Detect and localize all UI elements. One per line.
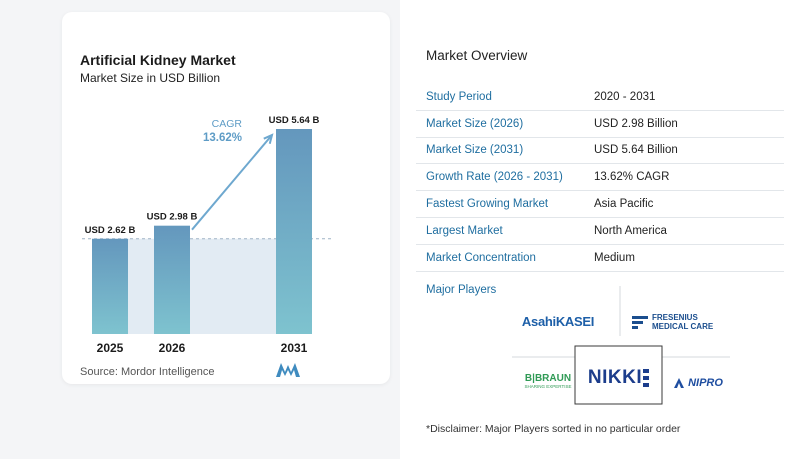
x-tick-label-2025: 2025 bbox=[97, 341, 124, 355]
table-row: Market Size (2031) USD 5.64 Billion bbox=[416, 138, 784, 165]
chart-title: Artificial Kidney Market bbox=[80, 52, 236, 68]
mordor-logo-icon bbox=[276, 363, 300, 377]
chart-card: USD 2.62 B 2025 USD 2.98 B 2026 USD 5.64 B 20… bbox=[62, 12, 390, 384]
table-row: Largest Market North America bbox=[416, 218, 784, 245]
fresenius-mark-icon bbox=[632, 316, 648, 329]
overview-title: Market Overview bbox=[426, 48, 528, 63]
baseline-band bbox=[92, 238, 312, 334]
x-tick-label-2026: 2026 bbox=[159, 341, 186, 355]
bar-chart: USD 2.62 B 2025 USD 2.98 B 2026 USD 5.64 B 20… bbox=[82, 115, 334, 355]
disclaimer-text: *Disclaimer: Major Players sorted in no … bbox=[426, 423, 681, 435]
table-row: Study Period 2020 - 2031 bbox=[416, 84, 784, 111]
bbraun-logo-text: B|BRAUN bbox=[524, 373, 572, 384]
nikkiso-logo: NIKKI bbox=[578, 360, 659, 396]
asahi-logo-text: Asahi bbox=[521, 313, 556, 329]
x-tick-label-2031: 2031 bbox=[281, 341, 308, 355]
row-value: USD 5.64 Billion bbox=[594, 144, 678, 157]
cagr-label: CAGR bbox=[212, 118, 243, 130]
table-row: Fastest Growing Market Asia Pacific bbox=[416, 191, 784, 218]
data-label-2026: USD 2.98 B bbox=[147, 212, 198, 223]
row-label: Market Concentration bbox=[426, 251, 536, 264]
fresenius-logo: FRESENIUS MEDICAL CARE bbox=[632, 310, 732, 334]
nikkiso-logo-text: NIKKI bbox=[587, 367, 643, 388]
table-row: Growth Rate (2026 - 2031) 13.62% CAGR bbox=[416, 164, 784, 192]
bbraun-logo: B|BRAUN SHARING EXPERTISE bbox=[516, 368, 580, 394]
nipro-logo: NIPRO bbox=[668, 372, 728, 394]
nikkiso-mark-icon bbox=[643, 369, 650, 387]
row-label: Growth Rate (2026 - 2031) bbox=[426, 171, 563, 184]
data-label-2025: USD 2.62 B bbox=[85, 225, 136, 236]
row-label: Largest Market bbox=[426, 224, 503, 237]
row-label: Study Period bbox=[426, 90, 492, 103]
bar-2031 bbox=[276, 129, 312, 334]
nipro-logo-text: NIPRO bbox=[688, 377, 723, 389]
row-label: Fastest Growing Market bbox=[426, 198, 549, 211]
asahi-kasei-logo: Asahi KASEI bbox=[512, 310, 604, 332]
nipro-mark-icon bbox=[674, 378, 685, 388]
fresenius-logo-text: FRESENIUS bbox=[652, 313, 698, 322]
players-divider-lines bbox=[512, 286, 730, 405]
bbraun-tagline-text: SHARING EXPERTISE bbox=[524, 384, 572, 389]
row-value: Asia Pacific bbox=[594, 198, 654, 211]
bar-2026 bbox=[154, 225, 190, 334]
chart-subtitle: Market Size in USD Billion bbox=[80, 71, 221, 85]
row-value: 2020 - 2031 bbox=[594, 90, 656, 103]
cagr-arrow-line bbox=[191, 134, 273, 231]
major-players-label: Major Players bbox=[426, 284, 497, 296]
row-value: 13.62% CAGR bbox=[594, 171, 670, 184]
table-row: Market Size (2026) USD 2.98 Billion bbox=[416, 111, 784, 138]
bar-2025 bbox=[92, 238, 128, 334]
data-label-2031: USD 5.64 B bbox=[269, 115, 320, 126]
market-overview-panel: Market Overview Study Period 2020 - 2031 … bbox=[400, 0, 800, 459]
cagr-arrow-head bbox=[263, 133, 274, 144]
row-value: North America bbox=[594, 224, 667, 237]
row-label: Market Size (2026) bbox=[426, 117, 524, 130]
source-text: Source: Mordor Intelligence bbox=[80, 366, 215, 378]
medical-care-logo-text: MEDICAL CARE bbox=[652, 322, 714, 331]
row-value: Medium bbox=[594, 251, 635, 264]
kasei-logo-text: KASEI bbox=[555, 313, 595, 329]
cagr-value: 13.62% bbox=[203, 132, 242, 144]
table-row: Market Concentration Medium bbox=[416, 245, 784, 272]
row-label: Market Size (2031) bbox=[426, 144, 524, 157]
row-value: USD 2.98 Billion bbox=[594, 117, 678, 130]
overview-table: Study Period 2020 - 2031 Market Size (202… bbox=[416, 84, 784, 272]
